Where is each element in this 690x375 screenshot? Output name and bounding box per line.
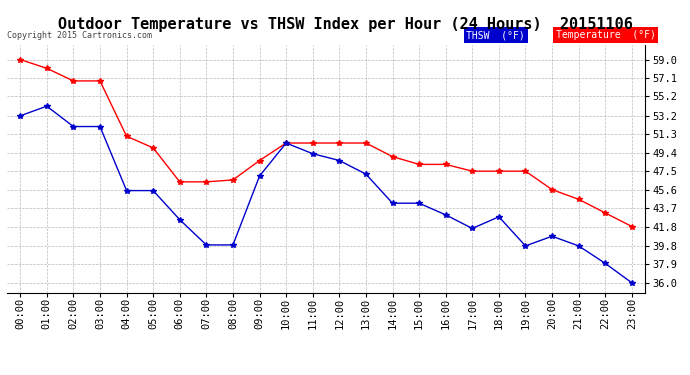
- Text: Outdoor Temperature vs THSW Index per Hour (24 Hours)  20151106: Outdoor Temperature vs THSW Index per Ho…: [57, 17, 633, 32]
- Text: THSW  (°F): THSW (°F): [466, 30, 525, 40]
- Text: Temperature  (°F): Temperature (°F): [556, 30, 655, 40]
- Text: Copyright 2015 Cartronics.com: Copyright 2015 Cartronics.com: [7, 31, 152, 40]
